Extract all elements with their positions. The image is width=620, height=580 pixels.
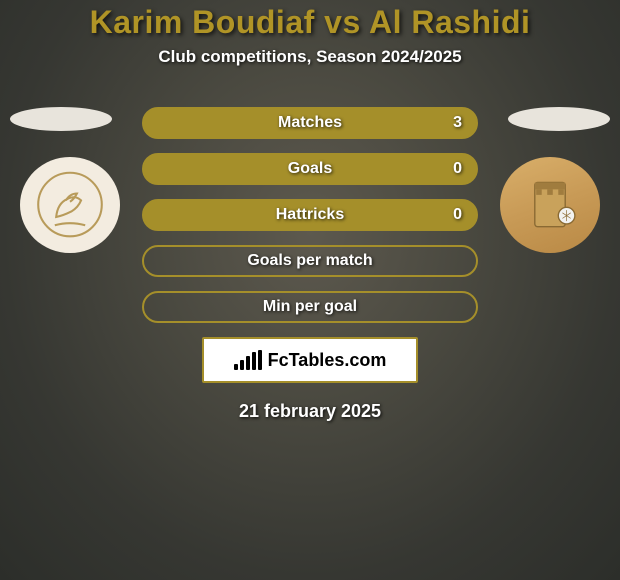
player-right-ellipse	[508, 107, 610, 131]
stat-value: 3	[453, 114, 462, 132]
team-badge-right	[500, 157, 600, 253]
stats-area: Matches 3 Goals 0 Hattricks 0 Goals per match M…	[0, 107, 620, 323]
content: Karim Boudiaf vs Al Rashidi Club competi…	[0, 0, 620, 422]
stat-label: Goals per match	[247, 252, 372, 270]
stat-label: Hattricks	[276, 206, 344, 224]
team-crest-left-icon	[34, 170, 106, 239]
logo-badge: FcTables.com	[202, 337, 418, 383]
stat-row: Min per goal	[142, 291, 478, 323]
player-left-ellipse	[10, 107, 112, 131]
stat-label: Goals	[288, 160, 332, 178]
stat-row: Hattricks 0	[142, 199, 478, 231]
page-subtitle: Club competitions, Season 2024/2025	[0, 47, 620, 67]
logo-bars-icon	[234, 350, 262, 370]
stat-row: Goals per match	[142, 245, 478, 277]
page-title: Karim Boudiaf vs Al Rashidi	[0, 4, 620, 41]
stat-label: Matches	[278, 114, 342, 132]
stat-row: Matches 3	[142, 107, 478, 139]
stat-value: 0	[453, 206, 462, 224]
logo-text: FcTables.com	[268, 350, 387, 371]
team-badge-left	[20, 157, 120, 253]
stat-row: Goals 0	[142, 153, 478, 185]
update-date: 21 february 2025	[0, 401, 620, 422]
team-crest-right-icon	[514, 170, 586, 239]
stat-value: 0	[453, 160, 462, 178]
stat-label: Min per goal	[263, 298, 357, 316]
